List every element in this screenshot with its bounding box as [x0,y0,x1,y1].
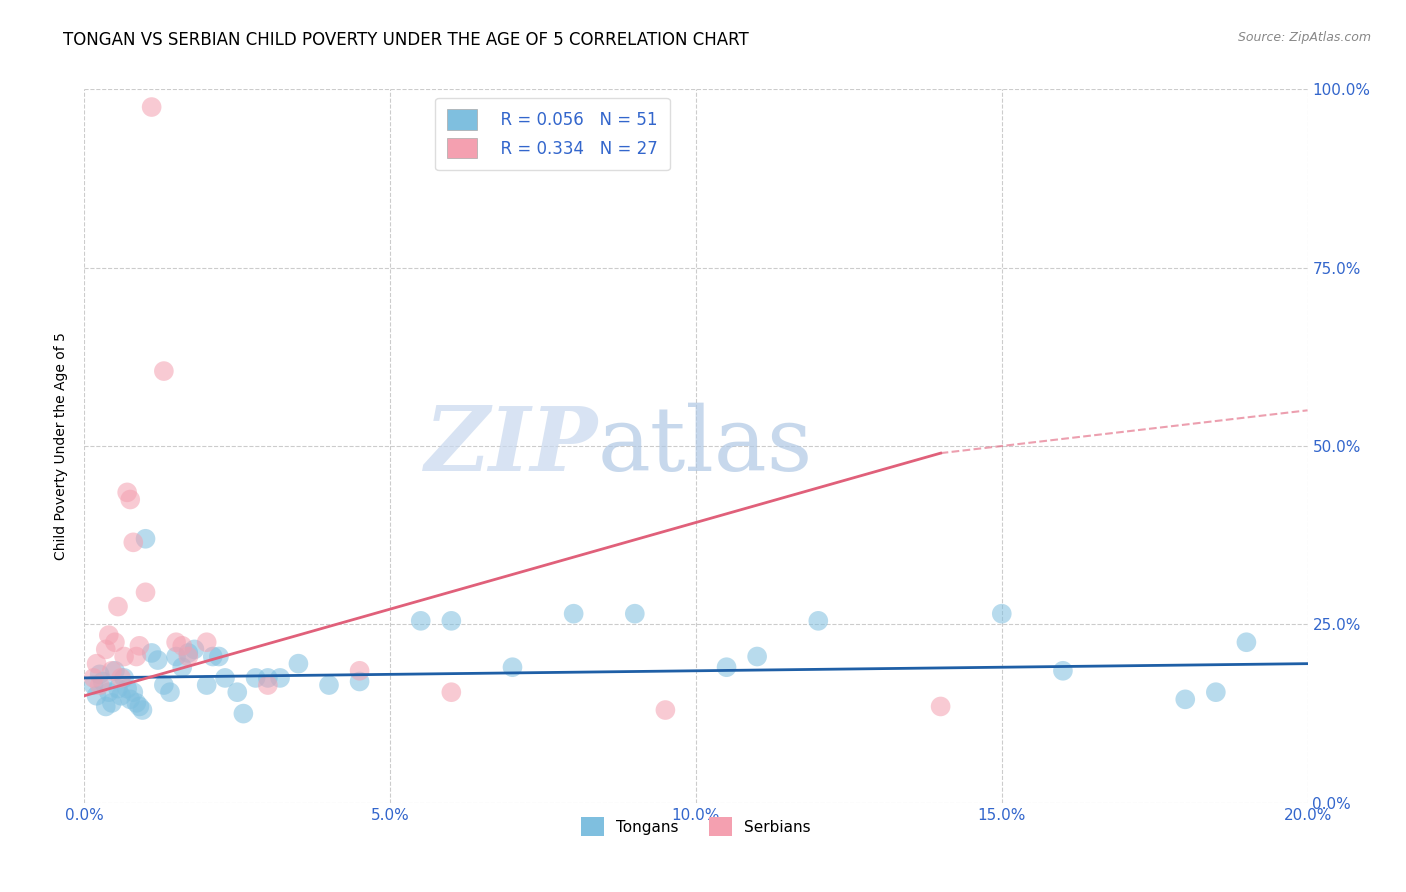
Point [1236,635,1258,649]
Point [112,671,135,685]
Point [135,585,157,599]
Text: atlas: atlas [598,402,813,490]
Point [94,642,117,657]
Point [201,649,224,664]
Point [125,649,148,664]
Point [91,674,114,689]
Point [440,685,463,699]
Point [562,607,585,621]
Legend: Tongans, Serbians: Tongans, Serbians [572,808,820,845]
Point [97,685,120,699]
Point [172,660,194,674]
Point [991,607,1014,621]
Point [165,649,187,664]
Point [131,703,153,717]
Point [257,671,280,685]
Point [747,649,769,664]
Point [232,706,254,721]
Point [1205,685,1227,699]
Point [135,532,157,546]
Point [86,689,108,703]
Text: TONGAN VS SERBIAN CHILD POVERTY UNDER THE AGE OF 5 CORRELATION CHART: TONGAN VS SERBIAN CHILD POVERTY UNDER TH… [63,31,749,49]
Point [349,674,371,689]
Point [208,649,231,664]
Point [128,639,150,653]
Point [245,671,267,685]
Point [141,100,163,114]
Point [214,671,236,685]
Point [86,657,108,671]
Point [146,653,169,667]
Point [89,678,111,692]
Point [153,678,176,692]
Point [349,664,371,678]
Point [120,492,142,507]
Point [226,685,249,699]
Point [101,664,124,678]
Point [177,646,200,660]
Point [716,660,738,674]
Point [120,692,142,706]
Point [807,614,830,628]
Point [654,703,676,717]
Y-axis label: Child Poverty Under the Age of 5: Child Poverty Under the Age of 5 [55,332,69,560]
Point [269,671,291,685]
Point [101,696,124,710]
Point [183,642,205,657]
Point [440,614,463,628]
Point [1174,692,1197,706]
Point [153,364,176,378]
Point [110,671,132,685]
Point [177,649,200,664]
Point [128,699,150,714]
Point [125,696,148,710]
Point [409,614,432,628]
Point [257,678,280,692]
Point [122,535,145,549]
Point [89,667,111,681]
Point [1052,664,1074,678]
Text: Source: ZipAtlas.com: Source: ZipAtlas.com [1237,31,1371,45]
Point [83,671,105,685]
Point [97,628,120,642]
Point [83,678,105,692]
Point [107,681,129,696]
Point [115,681,138,696]
Point [502,660,524,674]
Point [94,699,117,714]
Point [287,657,309,671]
Point [112,649,135,664]
Point [172,639,194,653]
Point [195,635,218,649]
Point [104,635,127,649]
Point [624,607,647,621]
Point [318,678,340,692]
Point [107,599,129,614]
Point [110,689,132,703]
Point [929,699,952,714]
Point [122,685,145,699]
Point [165,635,187,649]
Point [195,678,218,692]
Text: ZIP: ZIP [425,403,598,489]
Point [141,646,163,660]
Point [159,685,181,699]
Point [104,664,127,678]
Point [115,485,138,500]
